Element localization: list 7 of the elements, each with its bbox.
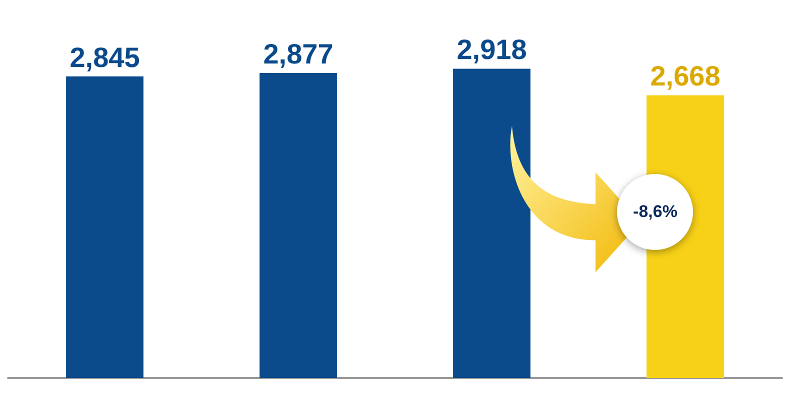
bar [453,68,530,378]
data-label: 2,918 [456,34,527,66]
bar [260,73,337,378]
data-label: 2,845 [70,42,140,73]
bar [66,76,144,378]
data-label: 2,668 [650,60,720,92]
data-label: 2,877 [263,38,334,70]
